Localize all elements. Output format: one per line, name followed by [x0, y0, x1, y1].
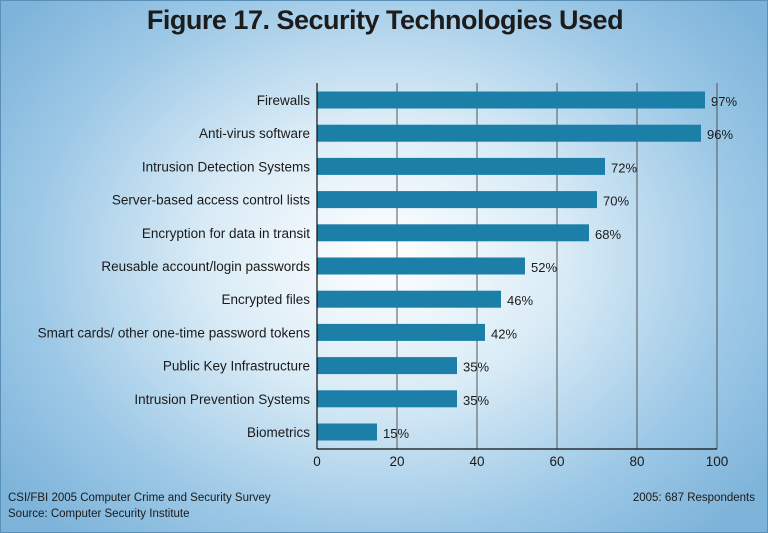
- bar-3: [317, 191, 597, 209]
- value-label-9: 35%: [463, 393, 489, 408]
- x-tick-label-60: 60: [549, 454, 564, 469]
- survey-name: CSI/FBI 2005 Computer Crime and Security…: [8, 492, 271, 504]
- category-label-5: Reusable account/login passwords: [101, 259, 310, 274]
- x-tick-label-100: 100: [706, 454, 729, 469]
- category-label-2: Intrusion Detection Systems: [142, 159, 310, 174]
- x-tick-label-20: 20: [389, 454, 404, 469]
- category-label-9: Intrusion Prevention Systems: [134, 392, 310, 407]
- value-label-5: 52%: [531, 260, 557, 275]
- value-label-8: 35%: [463, 360, 489, 375]
- value-label-2: 72%: [611, 160, 637, 175]
- respondents-note: 2005: 687 Respondents: [632, 492, 755, 504]
- category-label-0: Firewalls: [257, 93, 311, 108]
- value-label-3: 70%: [603, 194, 629, 209]
- bar-1: [317, 124, 701, 142]
- value-label-7: 42%: [491, 326, 517, 341]
- bar-2: [317, 157, 605, 175]
- x-tick-label-80: 80: [629, 454, 644, 469]
- label-layer: Firewalls 97% Anti-virus software 96% Intrus…: [38, 93, 738, 441]
- value-label-6: 46%: [507, 293, 533, 308]
- bar-4: [317, 224, 589, 242]
- category-label-6: Encrypted files: [221, 292, 310, 307]
- value-label-4: 68%: [595, 227, 621, 242]
- value-label-10: 15%: [383, 426, 409, 441]
- bar-9: [317, 390, 457, 408]
- value-label-0: 97%: [711, 94, 737, 109]
- x-tick-label-40: 40: [469, 454, 484, 469]
- category-label-4: Encryption for data in transit: [142, 226, 310, 241]
- value-label-1: 96%: [707, 127, 733, 142]
- source-note: CSI/FBI 2005 Computer Crime and Security…: [8, 490, 271, 522]
- category-label-8: Public Key Infrastructure: [163, 359, 310, 374]
- bar-7: [317, 323, 485, 341]
- chart-title: Figure 17. Security Technologies Used: [146, 5, 624, 35]
- category-label-3: Server-based access control lists: [112, 193, 310, 208]
- category-label-10: Biometrics: [247, 425, 310, 440]
- bar-layer: [317, 91, 705, 441]
- x-tick-label-0: 0: [313, 454, 321, 469]
- bar-8: [317, 357, 457, 375]
- category-label-7: Smart cards/ other one-time password tok…: [38, 325, 311, 340]
- source-credit: Source: Computer Security Institute: [8, 508, 190, 520]
- bar-10: [317, 423, 377, 441]
- axis-layer: 0 20 40 60 80 100: [313, 83, 728, 469]
- category-label-1: Anti-virus software: [199, 126, 310, 141]
- bar-6: [317, 290, 501, 308]
- bar-5: [317, 257, 525, 275]
- bar-0: [317, 91, 705, 109]
